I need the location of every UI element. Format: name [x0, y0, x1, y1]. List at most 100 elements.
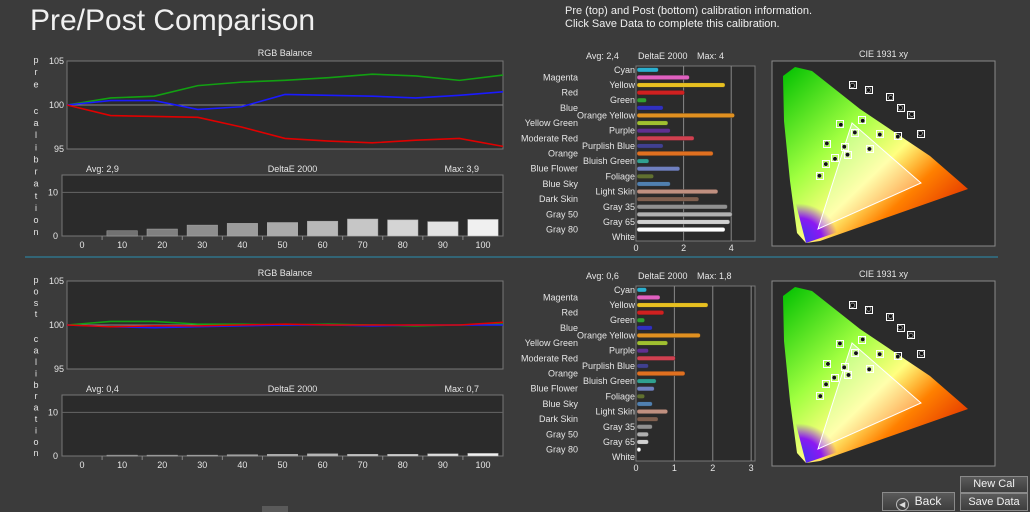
back-button[interactable]: ◀ Back	[882, 492, 955, 511]
post-side-label-letter: s	[34, 298, 39, 308]
back-arrow-icon: ◀	[896, 498, 909, 511]
pre-color-label: Orange Yellow	[577, 110, 636, 120]
post-color-bar	[637, 326, 652, 330]
pre-cie-measured-point	[918, 131, 922, 135]
post-color-bar	[637, 409, 668, 413]
post-de-xtick: 10	[117, 460, 127, 470]
post-side-label-letter: a	[33, 346, 38, 356]
pre-side-label-letter: r	[35, 67, 38, 77]
post-color-bar	[637, 356, 675, 360]
post-side-label-letter: b	[33, 380, 38, 390]
post-color-label: Purplish Blue	[582, 361, 635, 371]
pre-color-label: Blue Sky	[542, 179, 578, 189]
pre-cie-measured-point	[866, 88, 870, 92]
post-color-label: Blue Sky	[542, 399, 578, 409]
post-cie-measured-point	[818, 394, 822, 398]
post-color-label: Yellow Green	[525, 338, 578, 348]
post-color-bar	[637, 394, 645, 398]
pre-cie-measured-point	[910, 112, 914, 116]
post-cie-measured-point	[909, 333, 913, 337]
post-de-bar	[227, 455, 257, 456]
pre-side-label-letter: p	[33, 55, 38, 65]
pre-color-label: Red	[561, 88, 578, 98]
pre-color-bar	[637, 212, 732, 216]
pre-color-bar	[637, 182, 670, 186]
pre-de-xtick: 100	[475, 240, 490, 250]
save-data-button[interactable]: Save Data	[960, 493, 1028, 511]
post-color-label: Purple	[609, 346, 635, 356]
pre-de-xtick: 20	[157, 240, 167, 250]
pre-color-label: Gray 65	[603, 217, 635, 227]
pre-de-bar	[107, 231, 137, 236]
post-color-bar	[637, 303, 708, 307]
post-color-bar	[637, 425, 652, 429]
new-cal-button[interactable]: New Cal	[960, 476, 1028, 493]
pre-color-label: Cyan	[614, 65, 635, 75]
post-color-bar	[637, 295, 660, 299]
pre-side-label-letter: l	[35, 130, 37, 140]
post-de-avg: Avg: 0,4	[86, 384, 119, 394]
pre-cie-measured-point	[867, 147, 871, 151]
post-de-bar	[347, 454, 377, 456]
pre-cie-title: CIE 1931 xy	[859, 49, 909, 59]
pre-cie-measured-point	[825, 141, 829, 145]
pre-color-label: White	[612, 232, 635, 242]
pre-color-bar	[637, 159, 649, 163]
pre-side-label-letter: r	[35, 167, 38, 177]
post-cie-measured-point	[846, 373, 850, 377]
pre-color-bar	[637, 68, 658, 72]
pre-color-label: Gray 80	[546, 225, 578, 235]
pre-cie-measured-point	[842, 145, 846, 149]
pre-de-xtick: 10	[117, 240, 127, 250]
post-color-bar	[637, 341, 668, 345]
post-de-ytick: 0	[53, 451, 58, 461]
pre-color-label: Orange	[548, 149, 578, 159]
post-color-label: Gray 65	[603, 437, 635, 447]
post-de-plot	[62, 395, 503, 456]
pre-rgb-ytick: 105	[49, 56, 64, 66]
post-cie-measured-point	[877, 352, 881, 356]
pre-color-bar	[637, 167, 680, 171]
post-color-bar	[637, 447, 641, 451]
post-color-label: Orange Yellow	[577, 330, 636, 340]
post-cie-measured-point	[832, 375, 836, 379]
post-side-label-letter: t	[35, 414, 38, 424]
post-side-label-letter: o	[33, 437, 38, 447]
post-color-bar	[637, 310, 664, 314]
pre-cie-measured-point	[845, 152, 849, 156]
pre-cie-measured-point	[889, 96, 893, 100]
pre-de-bar	[267, 222, 297, 236]
pre-de-bar	[227, 223, 257, 236]
pre-colors-xtick: 0	[633, 243, 638, 253]
post-cie-measured-point	[838, 341, 842, 345]
post-color-label: Light Skin	[595, 407, 635, 417]
post-colors-xtick: 1	[672, 463, 677, 473]
pre-color-bar	[637, 189, 718, 193]
pre-de-xtick: 0	[80, 240, 85, 250]
post-cie-measured-point	[854, 351, 858, 355]
pre-side-label-letter: i	[35, 203, 37, 213]
post-cie-measured-point	[898, 325, 902, 329]
pre-color-bar	[637, 90, 685, 94]
post-de-bar	[107, 455, 137, 456]
post-de-bar	[147, 455, 177, 456]
post-side-label-letter: n	[33, 448, 38, 458]
post-cie-measured-point	[861, 337, 865, 341]
post-color-label: Orange	[548, 369, 578, 379]
pre-color-label: Yellow	[609, 80, 635, 90]
pre-cie-measured-point	[853, 130, 857, 134]
taskbar-stub	[262, 506, 288, 512]
post-side-label-letter: l	[35, 357, 37, 367]
post-color-bar	[637, 288, 647, 292]
pre-rgb-ytick: 95	[54, 144, 64, 154]
pre-side-label-letter: e	[33, 79, 38, 89]
post-cie-measured-point	[896, 354, 900, 358]
post-color-label: Cyan	[614, 285, 635, 295]
pre-de-avg: Avg: 2,9	[86, 164, 119, 174]
post-de-bar	[388, 454, 418, 456]
post-cie-measured-point	[826, 362, 830, 366]
post-color-bar	[637, 348, 649, 352]
post-side-label-letter: p	[33, 275, 38, 285]
post-side-label-letter: c	[34, 334, 39, 344]
